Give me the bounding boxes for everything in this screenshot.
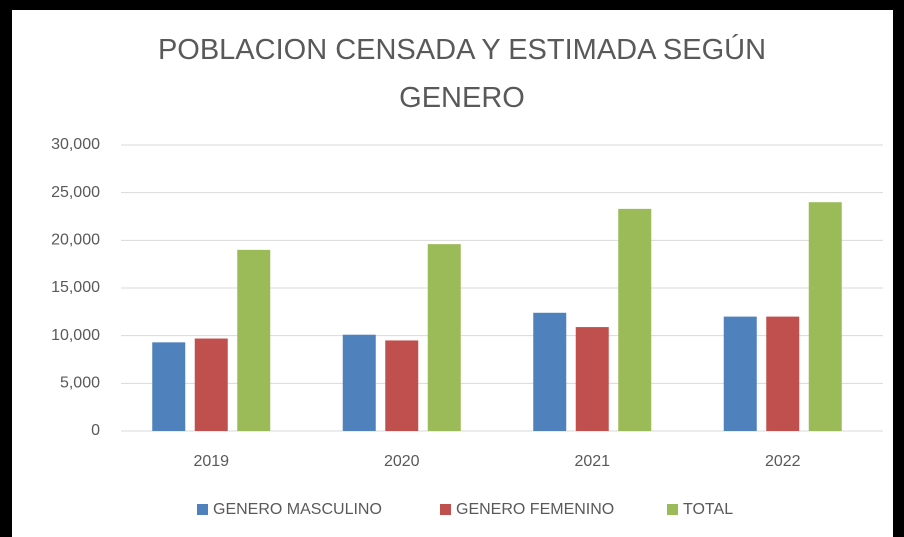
bar: [808, 202, 842, 431]
bar: [152, 342, 186, 431]
legend-swatch: [197, 504, 208, 515]
chart-title: POBLACION CENSADA Y ESTIMADA SEGÚN GENER…: [157, 34, 767, 114]
bar: [385, 340, 419, 431]
bar: [533, 312, 567, 431]
y-tick-label: 10,000: [51, 327, 100, 344]
bar: [237, 249, 271, 431]
y-tick-label: 30,000: [51, 136, 100, 153]
bar: [194, 338, 228, 431]
y-tick-label: 15,000: [51, 279, 100, 296]
bar: [723, 316, 757, 431]
y-tick-label: 25,000: [51, 184, 100, 201]
bar: [427, 244, 461, 431]
bar: [766, 316, 800, 431]
y-tick-label: 20,000: [51, 232, 100, 249]
legend-label: GENERO MASCULINO: [213, 501, 382, 518]
legend-swatch: [667, 504, 678, 515]
x-tick-label: 2019: [193, 453, 229, 470]
legend-swatch: [440, 504, 451, 515]
y-tick-label: 5,000: [60, 375, 100, 392]
bar: [618, 208, 652, 431]
bar: [342, 334, 376, 431]
legend-label: TOTAL: [683, 501, 733, 518]
bar: [575, 327, 609, 431]
y-tick-label: 0: [91, 422, 100, 439]
legend-label: GENERO FEMENINO: [456, 501, 614, 518]
x-tick-label: 2022: [765, 453, 801, 470]
x-tick-label: 2020: [384, 453, 420, 470]
x-tick-label: 2021: [574, 453, 610, 470]
